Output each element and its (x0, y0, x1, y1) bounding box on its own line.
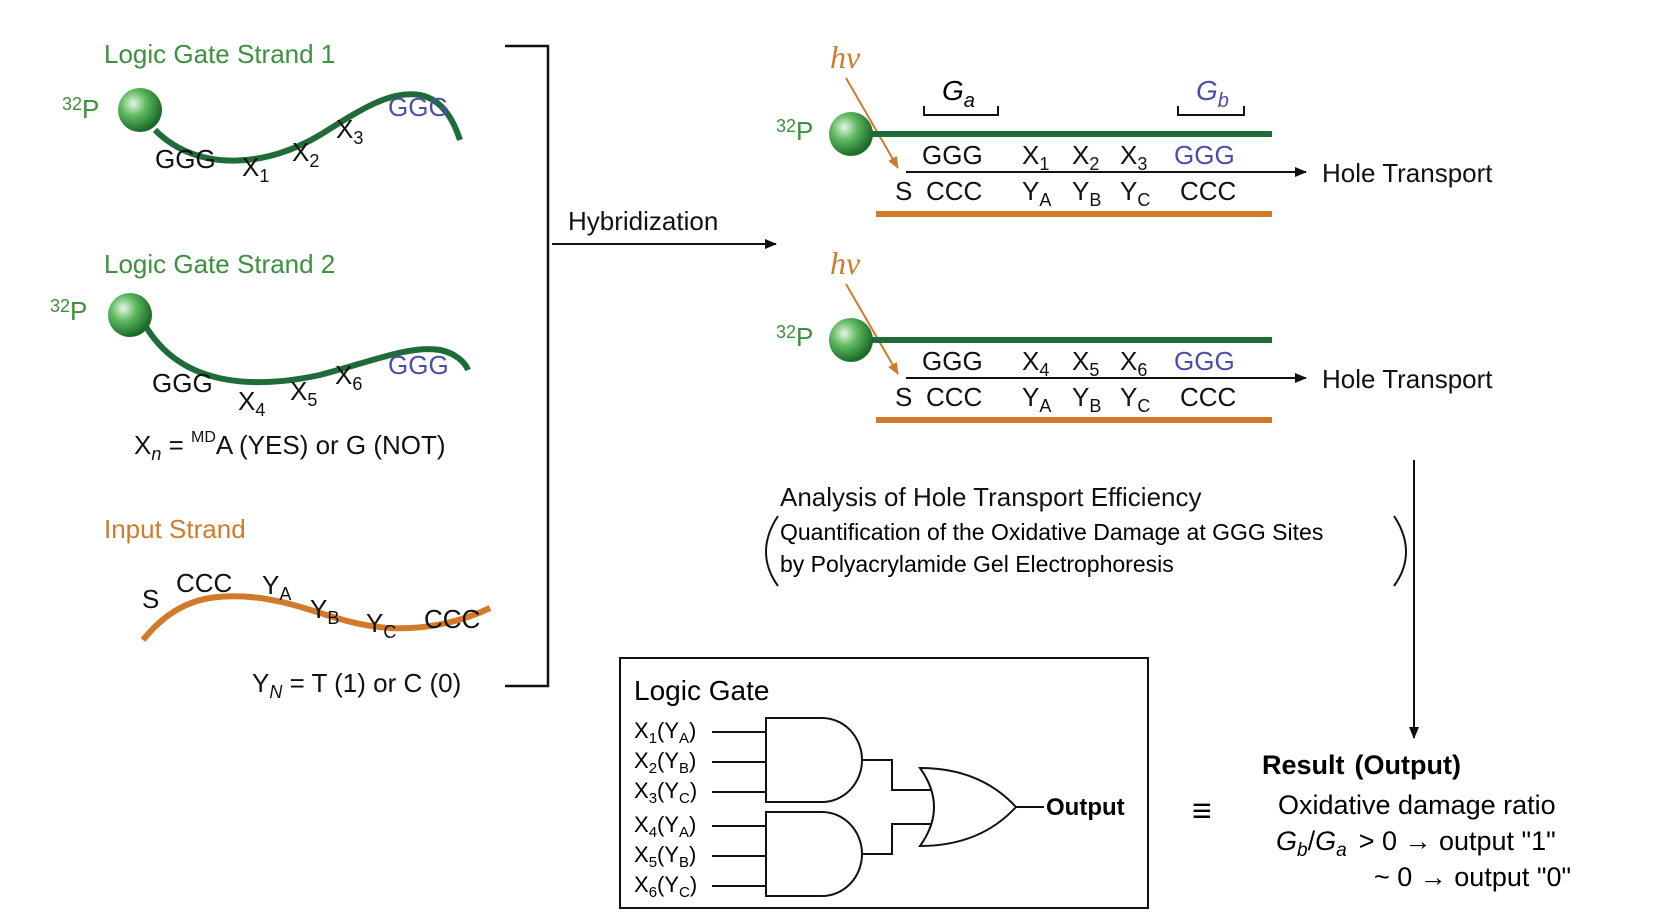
duplex2-x6: X6 (1120, 346, 1147, 380)
strand1-backbone (152, 91, 463, 164)
and-gate-2 (765, 811, 863, 897)
gate-input-4: X4(YA) (634, 812, 696, 841)
result-cond2: ~ 0 → output "0" (1374, 862, 1571, 892)
strand1-x3: X3 (336, 114, 363, 148)
logic-gate-title: Logic Gate (634, 675, 769, 706)
duplex1-ga: Ga (942, 75, 975, 112)
gate-input-2: X2(YB) (634, 748, 696, 777)
yn-definition: YN = T (1) or C (0) (252, 668, 461, 702)
duplex2-ccc-right: CCC (1180, 382, 1236, 412)
analysis-paren-right (1393, 515, 1407, 587)
duplex1-x3: X3 (1120, 140, 1147, 174)
result-line1: Oxidative damage ratio (1278, 790, 1556, 820)
duplex1-ya: YA (1022, 176, 1051, 210)
gate-input-3: X3(YC) (634, 778, 697, 807)
duplex2-yb: YB (1072, 382, 1101, 416)
input-ccc-right: CCC (424, 604, 480, 634)
duplex2-32p-label: 32P (776, 322, 813, 352)
strand2-x5: X5 (290, 376, 317, 410)
strand2-backbone (142, 323, 471, 386)
analysis-paren-left (765, 515, 779, 587)
duplex2-ggg-left: GGG (922, 346, 983, 376)
duplex1-hv: hν (830, 39, 861, 75)
strand2-x4: X4 (238, 386, 265, 420)
strand1-ggg-right: GGG (388, 92, 449, 122)
analysis-line1: Quantification of the Oxidative Damage a… (780, 519, 1323, 545)
duplex1-transport-label: Hole Transport (1322, 158, 1493, 188)
input-yc: YC (366, 608, 396, 642)
or-gate (918, 766, 1018, 848)
duplex1-x2: X2 (1072, 140, 1099, 174)
duplex1-yc: YC (1120, 176, 1150, 210)
equivalence-symbol: ≡ (1192, 792, 1212, 830)
duplex2-s: S (895, 382, 912, 412)
duplex2-yc: YC (1120, 382, 1150, 416)
gate-input-1: X1(YA) (634, 718, 696, 747)
strand1-32p-label: 32P (62, 94, 99, 124)
duplex2-ccc-left: CCC (926, 382, 982, 412)
strand2-32p-label: 32P (50, 296, 87, 326)
duplex1-light-arrow (845, 77, 899, 169)
xn-definition: Xn = MDA (YES) or G (NOT) (134, 429, 446, 464)
duplex2-light-arrow (845, 283, 899, 375)
strand2-32p-bead (108, 293, 152, 337)
duplex1-s: S (895, 176, 912, 206)
duplex1-ggg-left: GGG (922, 140, 983, 170)
strand2-ggg-right: GGG (388, 350, 449, 380)
duplex1-ccc-left: CCC (926, 176, 982, 206)
duplex2-ya: YA (1022, 382, 1051, 416)
duplex2-x5: X5 (1072, 346, 1099, 380)
strand2-title: Logic Gate Strand 2 (104, 249, 335, 279)
wire-and2-or (862, 823, 938, 855)
duplex2-hv: hν (830, 245, 861, 281)
and-gate-1 (765, 717, 863, 803)
duplex1-ggg-right: GGG (1174, 140, 1235, 170)
duplex2-x4: X4 (1022, 346, 1049, 380)
duplex1-32p-bead (829, 112, 873, 156)
result-title: Result (Output) (1262, 750, 1461, 780)
strand1-x2: X2 (292, 137, 319, 171)
input-ya: YA (262, 570, 291, 604)
analysis-title: Analysis of Hole Transport Efficiency (780, 482, 1201, 512)
duplex2-ggg-right: GGG (1174, 346, 1235, 376)
input-ccc-left: CCC (176, 568, 232, 598)
duplex1-gb: Gb (1196, 75, 1229, 112)
gate-input-wires (712, 731, 766, 887)
duplex1-gb-bracket (1177, 106, 1245, 116)
gate-output-label: Output (1046, 794, 1125, 821)
duplex1-32p-label: 32P (776, 116, 813, 146)
duplex1-ccc-right: CCC (1180, 176, 1236, 206)
wire-and1-or (862, 759, 938, 791)
strand1-ggg-left: GGG (155, 144, 216, 174)
analysis-line2: by Polyacrylamide Gel Electrophoresis (780, 551, 1174, 577)
strand2-x6: X6 (335, 360, 362, 394)
strand1-32p-bead (118, 88, 162, 132)
gate-input-5: X5(YB) (634, 842, 696, 871)
result-ratio-row: Gb/Ga > 0 → output "1" (1276, 826, 1556, 861)
strand1-title: Logic Gate Strand 1 (104, 39, 335, 69)
input-strand-title: Input Strand (104, 514, 246, 544)
gate-input-6: X6(YC) (634, 872, 697, 901)
hybridization-label: Hybridization (568, 206, 718, 236)
duplex1-ga-bracket (923, 106, 999, 116)
logic-gate-box (619, 657, 1149, 909)
duplex1-x1: X1 (1022, 140, 1049, 174)
duplex2-32p-bead (829, 318, 873, 362)
duplex1-yb: YB (1072, 176, 1101, 210)
left-bracket (505, 44, 550, 688)
strand2-ggg-left: GGG (152, 368, 213, 398)
input-yb: YB (310, 594, 339, 628)
input-strand-backbone (140, 593, 492, 642)
input-s: S (142, 584, 159, 614)
duplex2-transport-label: Hole Transport (1322, 364, 1493, 394)
